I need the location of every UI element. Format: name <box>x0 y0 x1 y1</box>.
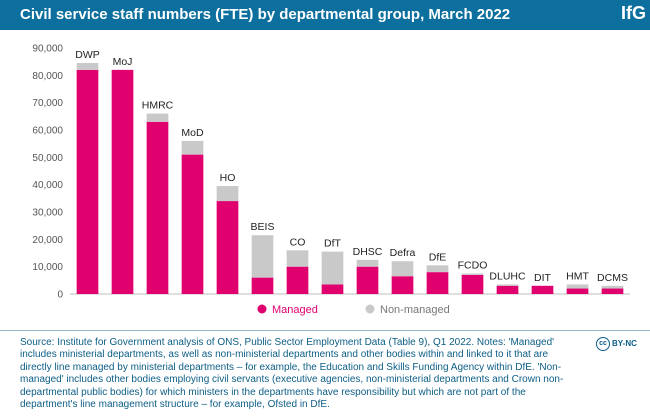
source-panel: Source: Institute for Government analysi… <box>0 330 650 420</box>
bar-non-managed <box>321 251 344 285</box>
bar-non-managed <box>356 259 379 267</box>
category-label: DCMS <box>597 272 628 284</box>
y-tick-label: 70,000 <box>32 98 63 109</box>
creative-commons-icon: cc <box>596 337 610 351</box>
bar-managed <box>601 288 624 294</box>
bar-non-managed <box>146 113 169 122</box>
bar-non-managed <box>601 285 624 289</box>
source-text: Source: Institute for Government analysi… <box>20 337 564 411</box>
bar-chart: 0 10,000 20,000 30,000 40,000 50,000 60,000 70,… <box>32 44 630 316</box>
bar-managed <box>251 277 274 294</box>
bar-non-managed <box>391 261 414 277</box>
bar-non-managed <box>461 273 484 275</box>
y-tick-label: 30,000 <box>32 208 63 219</box>
bar-managed <box>216 201 239 294</box>
y-tick-label: 60,000 <box>32 126 63 137</box>
bar-managed <box>531 285 554 294</box>
category-label: DHSC <box>353 246 383 258</box>
category-label: BEIS <box>251 221 275 233</box>
bar-managed <box>356 266 379 294</box>
y-tick-label: 0 <box>57 290 63 301</box>
category-label: Defra <box>390 247 416 259</box>
bar-non-managed <box>216 186 239 202</box>
license-label: BY-NC <box>612 339 637 349</box>
bar-non-managed <box>251 235 274 278</box>
category-label: DLUHC <box>489 270 526 282</box>
ifg-logo: IfG <box>621 3 646 23</box>
category-label: DIT <box>534 272 552 284</box>
bar-managed <box>111 69 134 294</box>
bar-managed <box>461 274 484 294</box>
y-tick-label: 40,000 <box>32 180 63 191</box>
header-bar: Civil service staff numbers (FTE) by dep… <box>0 0 650 30</box>
license-badge: cc BY-NC <box>596 337 637 351</box>
bar-managed <box>181 154 204 294</box>
category-label: DfT <box>324 238 342 250</box>
legend-swatch <box>365 304 375 314</box>
bar-managed <box>76 69 99 294</box>
bar-managed <box>426 272 449 294</box>
bar-non-managed <box>286 250 309 267</box>
bar-non-managed <box>496 284 519 286</box>
category-label: HO <box>220 172 236 184</box>
bar-non-managed <box>426 265 449 273</box>
chart-title: Civil service staff numbers (FTE) by dep… <box>20 6 511 23</box>
bar-non-managed <box>76 63 99 70</box>
category-label: FCDO <box>458 260 488 272</box>
bar-managed <box>286 266 309 294</box>
bar-managed <box>146 121 169 294</box>
bar-managed <box>566 288 589 294</box>
bar-non-managed <box>566 284 589 289</box>
category-label: MoD <box>181 127 204 139</box>
bar-managed <box>321 284 344 294</box>
legend-label: Managed <box>272 304 318 316</box>
y-tick-label: 20,000 <box>32 235 63 246</box>
bar-managed <box>391 276 414 294</box>
category-label: DfE <box>429 251 447 263</box>
y-tick-label: 50,000 <box>32 153 63 164</box>
category-label: HMT <box>566 270 589 282</box>
bar-non-managed <box>181 140 204 155</box>
y-tick-label: 90,000 <box>32 44 63 55</box>
category-label: CO <box>290 236 306 248</box>
legend-label: Non-managed <box>380 304 450 316</box>
legend-swatch <box>257 304 267 314</box>
category-label: MoJ <box>113 56 133 68</box>
y-tick-label: 80,000 <box>32 71 63 82</box>
category-label: HMRC <box>142 100 174 112</box>
category-label: DWP <box>75 49 100 61</box>
y-tick-label: 10,000 <box>32 262 63 273</box>
bar-managed <box>496 285 519 294</box>
